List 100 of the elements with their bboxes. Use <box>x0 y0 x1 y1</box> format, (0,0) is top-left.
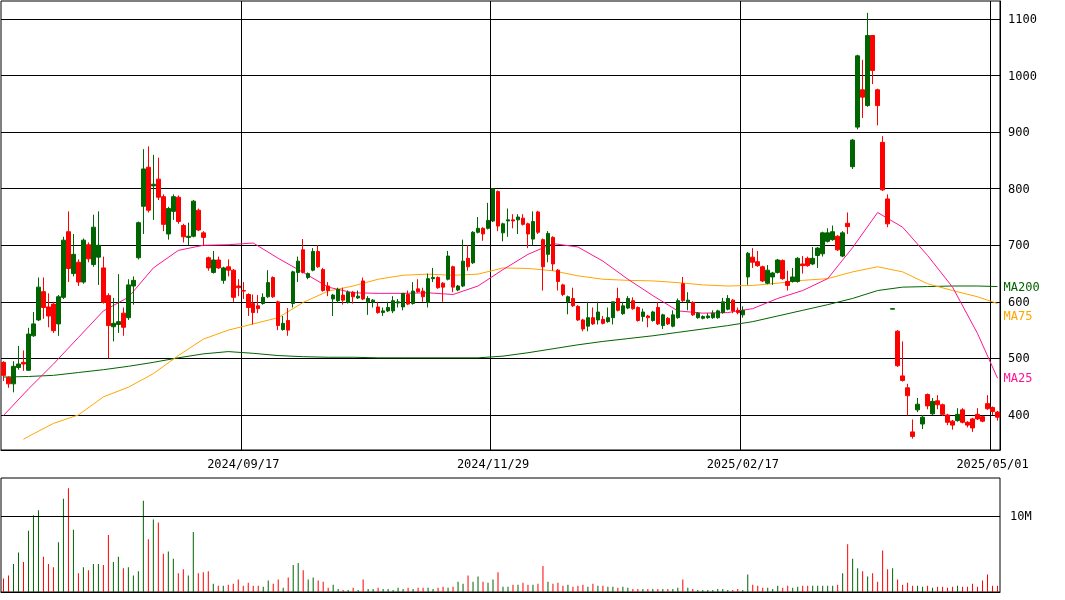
candlestick <box>276 300 280 331</box>
series-label: MA200 <box>1003 279 1040 294</box>
candlestick <box>741 305 745 319</box>
candlestick <box>760 265 765 283</box>
candlestick <box>661 313 665 330</box>
candlestick <box>86 241 91 263</box>
candlestick <box>151 154 156 221</box>
candlestick <box>870 34 875 85</box>
y-tick-label: 600 <box>1008 294 1030 309</box>
candlestick <box>281 315 285 332</box>
candlestick <box>241 281 246 300</box>
candlestick <box>865 12 870 108</box>
candlestick <box>850 138 855 170</box>
candlestick <box>501 222 505 242</box>
candlestick <box>266 269 270 299</box>
candlestick <box>955 407 960 423</box>
candlestick <box>1 360 6 382</box>
candlestick <box>481 226 485 242</box>
candlestick <box>900 340 905 383</box>
candlestick <box>546 230 550 263</box>
candlestick <box>21 349 26 372</box>
candlestick <box>551 235 555 272</box>
candlestick <box>810 246 815 266</box>
candlestick <box>141 148 146 235</box>
candlestick <box>910 418 915 440</box>
candlestick <box>905 383 910 417</box>
candlestick <box>641 308 645 323</box>
candlestick <box>516 213 520 235</box>
series-label: MA75 <box>1003 308 1033 323</box>
candlestick <box>216 256 221 270</box>
candlestick <box>571 287 575 308</box>
candlestick <box>406 290 410 306</box>
series-label: MA25 <box>1003 371 1033 386</box>
candlestick <box>885 193 890 228</box>
candlestick <box>591 307 595 326</box>
candlestick <box>36 277 41 322</box>
candlestick <box>855 54 860 130</box>
candlestick <box>136 221 141 260</box>
candlestick <box>561 283 565 297</box>
candlestick <box>211 250 216 275</box>
candlestick <box>506 208 510 238</box>
y-tick-label: 400 <box>1008 407 1030 422</box>
candlestick <box>466 244 470 272</box>
candlestick <box>311 247 315 272</box>
candlestick <box>176 195 181 225</box>
candlestick <box>651 310 655 323</box>
candlestick <box>376 301 380 315</box>
candlestick <box>880 135 885 192</box>
candlestick <box>616 287 620 312</box>
candlestick <box>835 234 840 252</box>
candlestick <box>446 250 450 281</box>
y-tick-label: 700 <box>1008 238 1030 253</box>
candlestick <box>261 292 265 306</box>
candlestick <box>201 230 206 246</box>
candlestick <box>411 281 415 306</box>
candlestick <box>920 414 925 430</box>
line-series <box>22 266 998 440</box>
candlestick <box>351 290 355 305</box>
candlestick <box>875 88 880 126</box>
candlestick <box>566 295 570 315</box>
candlestick <box>121 307 126 337</box>
candlestick <box>286 307 290 337</box>
candlestick <box>316 244 320 269</box>
candlestick <box>860 59 865 119</box>
candlestick <box>361 277 365 301</box>
candlestick <box>451 265 455 293</box>
candlestick <box>656 301 660 326</box>
candlestick <box>531 210 535 246</box>
candlestick <box>845 211 850 235</box>
candlestick <box>301 238 305 275</box>
candlestick <box>356 290 360 300</box>
candlestick <box>66 210 71 283</box>
candlestick <box>271 275 275 299</box>
candlestick <box>691 300 695 317</box>
candlestick <box>206 256 211 272</box>
candlestick <box>76 258 81 287</box>
candlestick <box>221 266 226 285</box>
y-tick-label: 900 <box>1008 125 1030 140</box>
candlestick <box>780 258 785 281</box>
x-tick-label: 2024/11/29 <box>456 457 530 471</box>
line-series <box>3 211 998 417</box>
candlestick <box>586 301 590 332</box>
candlestick <box>71 233 76 277</box>
candlestick <box>895 329 900 368</box>
y-tick-label: 500 <box>1008 351 1030 366</box>
x-tick-label: 2025/02/17 <box>706 457 779 471</box>
candlestick <box>341 287 345 306</box>
y-tick-label: 800 <box>1008 181 1030 196</box>
x-tick-label: 2025/05/01 <box>956 457 1029 471</box>
candlestick <box>686 291 690 311</box>
candlestick <box>346 290 350 305</box>
candlestick <box>146 145 151 213</box>
candlestick <box>746 251 750 286</box>
candlestick <box>541 238 545 292</box>
candlestick <box>196 208 201 232</box>
candlestick <box>840 230 845 258</box>
x-tick-label: 2024/09/17 <box>207 457 280 471</box>
y-tick-label: 1100 <box>1008 12 1037 27</box>
candlestick <box>785 270 790 292</box>
candlestick <box>681 276 685 303</box>
